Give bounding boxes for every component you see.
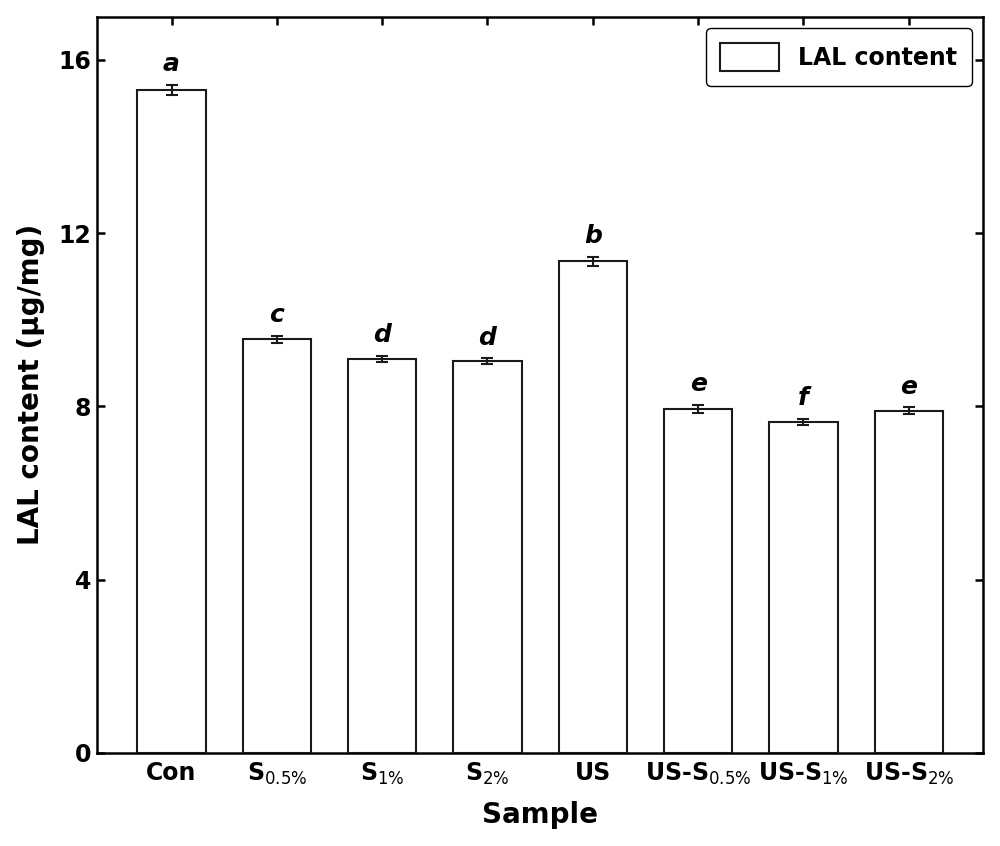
- Bar: [664, 409, 732, 753]
- Bar: [559, 261, 627, 753]
- Legend: LAL content: LAL content: [706, 29, 972, 85]
- Text: d: d: [479, 326, 496, 349]
- Text: f: f: [798, 386, 809, 410]
- Text: d: d: [373, 323, 391, 347]
- Text: b: b: [584, 224, 602, 249]
- Text: e: e: [900, 375, 917, 398]
- X-axis label: Sample: Sample: [482, 801, 598, 829]
- Bar: [875, 411, 943, 753]
- Text: e: e: [690, 372, 707, 396]
- Bar: [769, 421, 838, 753]
- Bar: [453, 361, 522, 753]
- Y-axis label: LAL content (μg/mg): LAL content (μg/mg): [17, 224, 45, 546]
- Text: c: c: [269, 303, 284, 327]
- Text: a: a: [163, 52, 180, 76]
- Bar: [243, 339, 311, 753]
- Bar: [137, 91, 206, 753]
- Bar: [348, 359, 416, 753]
